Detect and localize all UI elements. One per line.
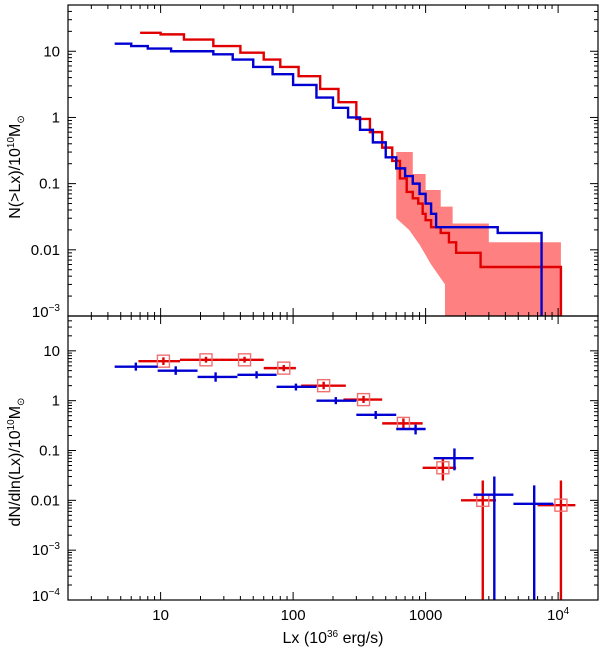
top-y-tick-label: 0.1 <box>39 176 60 193</box>
blue-data-point <box>396 424 426 435</box>
top-y-tick-label: 10−3 <box>32 303 61 321</box>
top-y-tick-label: 10 <box>43 43 60 60</box>
red-data-point <box>422 458 457 481</box>
bottom-plot-area <box>114 353 576 600</box>
x-tick-label: 104 <box>547 606 570 624</box>
blue-cumulative-line <box>114 42 543 316</box>
red-data-point <box>263 361 296 375</box>
red-square-marker <box>436 461 450 475</box>
blue-data-point <box>433 448 474 471</box>
bottom-y-tick-label: 10−4 <box>32 587 61 605</box>
blue-data-point <box>237 371 277 379</box>
bottom-plot-frame <box>67 315 599 601</box>
red-square-marker <box>237 353 252 367</box>
x-tick-label: 10 <box>152 607 169 624</box>
bottom-y-axis-label: dN/dln(Lx)/1010M⊙ <box>6 398 27 527</box>
blue-data-point <box>276 383 317 391</box>
top-y-axis-label: N(>Lx)/1010M⊙ <box>6 115 27 219</box>
red-data-point <box>179 353 220 367</box>
red-square-marker <box>156 354 171 368</box>
red-data-point <box>461 480 497 600</box>
blue-data-point <box>114 362 158 371</box>
blue-data-point <box>157 366 198 375</box>
bottom-y-tick-label: 1 <box>52 393 60 410</box>
red-square-marker <box>316 378 331 393</box>
x-axis-label: Lx (1036 erg/s) <box>283 629 384 647</box>
red-square-marker <box>356 392 371 407</box>
red-data-point <box>537 480 576 600</box>
top-y-tick-label: 1 <box>52 109 60 126</box>
blue-data-point <box>197 372 238 382</box>
bottom-y-tick-label: 0.01 <box>31 492 60 509</box>
red-data-point <box>138 354 180 368</box>
bottom-y-tick-label: 10−3 <box>32 541 61 559</box>
red-data-point <box>219 353 264 367</box>
top-plot-area <box>114 31 563 316</box>
x-tick-labels: 10 100 1000 104 <box>152 606 569 624</box>
red-square-marker <box>554 498 568 512</box>
bottom-y-tick-label: 10 <box>43 343 60 360</box>
red-square-marker <box>277 361 291 375</box>
blue-data-point <box>356 411 397 419</box>
red-confidence-band <box>396 152 561 316</box>
blue-data-point <box>473 476 514 600</box>
blue-data-point <box>513 485 554 600</box>
x-tick-label: 1000 <box>409 607 442 624</box>
red-cumulative-line <box>140 31 563 316</box>
blue-data-point <box>316 397 357 405</box>
bottom-panel-differential-luminosity-function: 10−4 10−3 0.01 0.1 1 10 <box>31 315 599 605</box>
red-square-marker <box>199 353 213 367</box>
top-panel-cumulative-luminosity-function: 10−3 0.01 0.1 1 10 <box>31 4 599 321</box>
x-tick-label: 100 <box>281 607 306 624</box>
bottom-y-tick-label: 0.1 <box>39 442 60 459</box>
top-y-tick-label: 0.01 <box>31 242 60 259</box>
